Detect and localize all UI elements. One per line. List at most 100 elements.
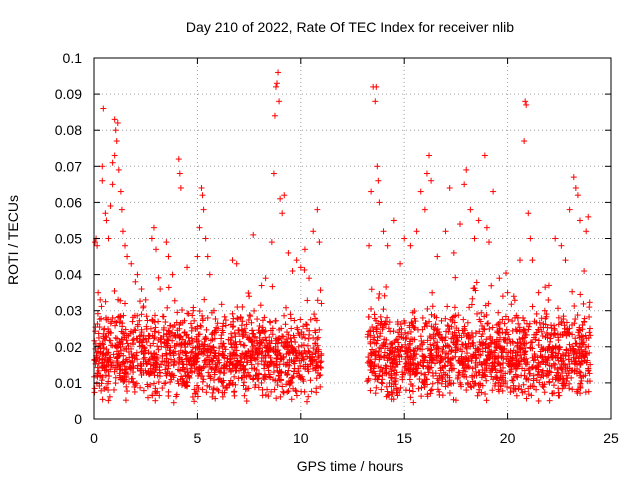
data-point [510,362,517,369]
data-point [290,346,297,353]
data-point [421,383,428,390]
data-point [449,331,456,338]
data-point [192,345,199,352]
data-point [372,370,379,377]
data-point [582,389,589,396]
data-point [373,83,380,90]
data-point [95,334,102,341]
data-point [265,349,272,356]
data-point [229,344,236,351]
data-point [160,324,167,331]
data-point [170,361,177,368]
data-point [314,336,321,343]
data-point [446,374,453,381]
data-point [521,340,528,347]
data-point [452,349,459,356]
data-point [147,342,154,349]
data-point [152,397,159,404]
data-point [514,343,521,350]
data-point [137,384,144,391]
data-point [115,362,122,369]
data-point [556,346,563,353]
data-point [469,374,476,381]
data-point [276,98,283,105]
data-point [285,350,292,357]
data-point [245,348,252,355]
data-point [548,322,555,329]
data-point [571,367,578,374]
data-point [502,313,509,320]
data-point [391,353,398,360]
data-point [432,321,439,328]
data-point [256,323,263,330]
data-point [581,267,588,274]
x-axis-label: GPS time / hours [297,458,404,474]
data-point [147,381,154,388]
data-point [278,355,285,362]
data-point [129,340,136,347]
data-point [176,334,183,341]
data-point [103,334,110,341]
data-point [442,334,449,341]
data-point [376,368,383,375]
data-point [162,319,169,326]
data-point [521,350,528,357]
data-point [380,228,387,235]
data-point [409,320,416,327]
data-point [315,334,322,341]
data-point [122,242,129,249]
data-point [375,363,382,370]
y-tick-label: 0.04 [55,267,82,283]
data-point [169,271,176,278]
data-point [533,310,540,317]
data-point [472,330,479,337]
data-point [437,358,444,365]
data-point [179,358,186,365]
data-point [479,322,486,329]
data-point [199,378,206,385]
data-point [478,309,485,316]
data-point [581,348,588,355]
data-point [229,381,236,388]
data-point [472,364,479,371]
data-point [200,345,207,352]
data-point [391,349,398,356]
data-point [445,382,452,389]
data-point [490,188,497,195]
data-point [572,184,579,191]
data-point [227,321,234,328]
data-point [166,350,173,357]
data-point [465,380,472,387]
data-point [447,316,454,323]
data-point [515,363,522,370]
data-point [544,346,551,353]
data-point [533,329,540,336]
data-point [533,386,540,393]
data-point [299,354,306,361]
data-point [134,356,141,363]
data-point [585,343,592,350]
data-point [105,235,112,242]
data-point [131,326,138,333]
data-point [503,356,510,363]
data-point [521,317,528,324]
data-point [284,329,291,336]
data-point [215,367,222,374]
data-point [451,319,458,326]
data-point [138,348,145,355]
data-point [504,289,511,296]
data-point [123,383,130,390]
data-point [383,283,390,290]
data-point [392,364,399,371]
data-point [143,339,150,346]
data-point [233,260,240,267]
data-point [406,354,413,361]
data-point [314,206,321,213]
data-point [243,321,250,328]
data-point [445,323,452,330]
data-point [495,309,502,316]
data-point [365,377,372,384]
data-point [221,313,228,320]
data-point [145,357,152,364]
data-point [186,337,193,344]
